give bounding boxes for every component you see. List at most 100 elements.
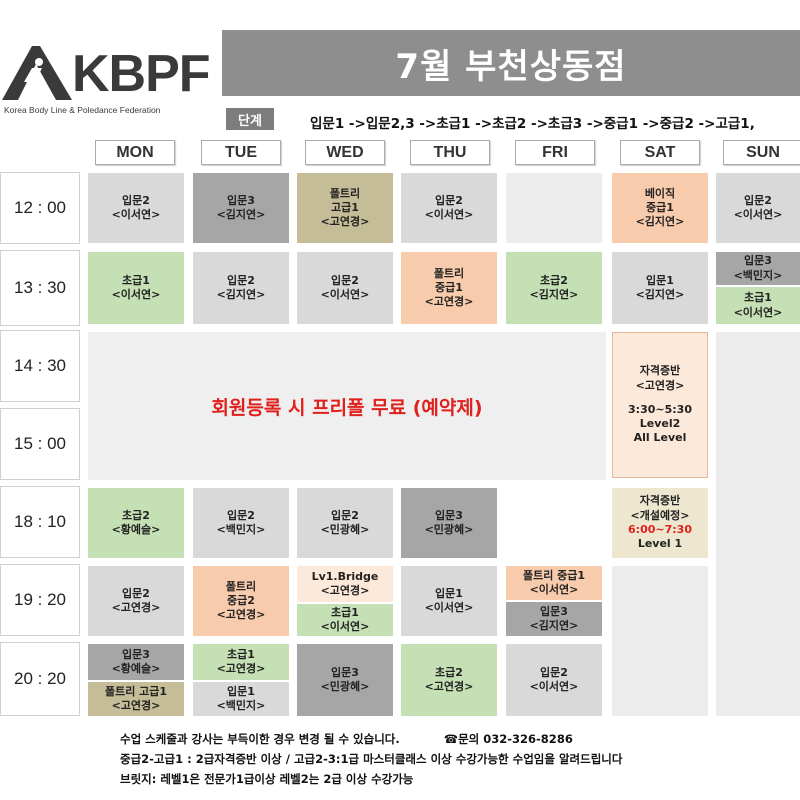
class-cell-fri-1920-a[interactable]: 폴트리 중급1 <이서연> [506,566,602,600]
class-cell-mon-1810[interactable]: 초급2 <황예슬> [88,488,184,558]
free-pole-notice: 회원등록 시 프리폴 무료 (예약제) [88,332,606,480]
class-cell-tue-2020-a[interactable]: 초급1 <고연경> [193,644,289,680]
class-cell-thu-1200[interactable]: 입문2 <이서연> [401,173,497,243]
class-cell-tue-2020-b[interactable]: 입문1 <백민지> [193,682,289,716]
class-cell-thu-1810[interactable]: 입문3 <민광혜> [401,488,497,558]
day-header-fri: FRI [515,140,595,165]
class-time: 6:00~7:30 [628,523,692,536]
empty-cell-sat-evening [612,566,708,716]
class-cell-thu-2020[interactable]: 초급2 <고연경> [401,644,497,716]
day-header-thu: THU [410,140,490,165]
class-cell-thu-1920[interactable]: 입문1 <이서연> [401,566,497,636]
class-cell-sat-certificate[interactable]: 자격증반 <고연경> 3:30~5:30 Level2 All Level [612,332,708,478]
instructor-name: <고연경> [216,608,266,622]
class-cell-mon-2020-a[interactable]: 입문3 <황예슬> [88,644,184,680]
instructor-name: <고연경> [111,601,161,614]
instructor-name: <백민지> [216,523,266,536]
class-name: 폴트리 고급1 [104,684,168,698]
pole-dancer-logo-icon [2,46,72,100]
level-path: 입문1 ->입문2,3 ->초급1 ->초급2 ->초급3 ->중급1 ->중급… [310,116,755,132]
class-name: 입문3 [122,647,150,661]
time-label: 12 : 00 [0,172,80,244]
class-cell-fri-1330[interactable]: 초급2 <김지연> [506,252,602,324]
class-name: 입문1 [227,684,255,698]
class-name: 입문2 [331,273,359,287]
class-cell-mon-2020-b[interactable]: 폴트리 고급1 <고연경> [88,682,184,716]
class-cell-tue-1200[interactable]: 입문3 <김지연> [193,173,289,243]
class-name: 입문3 [744,254,772,268]
class-level: 중급1 [646,200,674,214]
instructor-name: <김지연> [216,208,266,221]
class-cell-sun-1330-a[interactable]: 입문3 <백민지> [716,252,800,285]
instructor-name: <이서연> [733,305,783,319]
page-title: 7월 부천상동점 [395,46,627,87]
class-cell-thu-1330[interactable]: 폴트리 중급1 <고연경> [401,252,497,324]
instructor-name: <개설예정> [630,508,690,522]
class-cell-wed-1920-b[interactable]: 초급1 <이서연> [297,604,393,636]
class-cell-fri-2020[interactable]: 입문2 <이서연> [506,644,602,716]
class-cell-wed-1920-a[interactable]: Lv1.Bridge <고연경> [297,566,393,602]
class-cell-tue-1330[interactable]: 입문2 <김지연> [193,252,289,324]
footer-line-2: 중급2-고급1 : 2급자격증반 이상 / 고급2-3:1급 마스터클래스 이상… [120,752,623,766]
class-name: 폴트리 [433,266,465,280]
class-cell-wed-1330[interactable]: 입문2 <이서연> [297,252,393,324]
class-cell-sun-1330-b[interactable]: 초급1 <이서연> [716,287,800,324]
class-level-note: All Level [633,431,687,445]
class-cell-sat-1200[interactable]: 베이직 중급1 <김지연> [612,173,708,243]
instructor-name: <백민지> [733,268,783,282]
footer-line-3: 브릿지: 레벨1은 전문가1급이상 레벨2는 2급 이상 수강가능 [120,772,414,786]
class-name: 초급2 [540,273,568,287]
logo-wordmark: KBPF [72,45,211,103]
instructor-name: <고연경> [111,699,161,712]
class-cell-wed-2020[interactable]: 입문3 <민광혜> [297,644,393,716]
class-name: 입문3 [331,665,359,679]
instructor-name: <고연경> [635,378,685,392]
instructor-name: <김지연> [635,288,685,301]
instructor-name: <황예슬> [111,662,161,675]
class-name: 입문2 [435,193,463,207]
class-name: 초급1 [227,647,255,661]
instructor-name: <민광혜> [424,523,474,536]
class-name: 폴트리 [329,186,361,200]
schedule-change-note: 수업 스케줄과 강사는 부득이한 경우 변경 될 수 있습니다. [120,732,400,746]
class-name: 입문1 [646,273,674,287]
instructor-name: <이서연> [320,620,370,633]
level-tag: 단계 [226,108,274,130]
class-name: 초급1 [331,605,359,619]
class-cell-mon-1200[interactable]: 입문2 <이서연> [88,173,184,243]
class-cell-tue-1920[interactable]: 폴트리 중급2 <고연경> [193,566,289,636]
class-name: 입문3 [540,604,568,618]
instructor-name: <이서연> [111,208,161,221]
day-header-mon: MON [95,140,175,165]
day-header-wed: WED [305,140,385,165]
instructor-name: <이서연> [424,208,474,221]
class-cell-sat-1330[interactable]: 입문1 <김지연> [612,252,708,324]
instructor-name: <민광혜> [320,680,370,693]
class-name: 입문2 [122,193,150,207]
time-label: 20 : 20 [0,642,80,716]
class-name: 입문2 [122,586,150,600]
day-header-sun: SUN [723,140,800,165]
class-name: Lv1.Bridge [311,569,379,583]
class-name: 입문2 [227,508,255,522]
class-name: 입문2 [744,193,772,207]
instructor-name: <고연경> [216,662,266,675]
day-header-tue: TUE [201,140,281,165]
empty-cell-sun-evening [716,332,800,716]
class-cell-tue-1810[interactable]: 입문2 <백민지> [193,488,289,558]
class-name: 입문2 [331,508,359,522]
class-cell-mon-1330[interactable]: 초급1 <이서연> [88,252,184,324]
class-cell-sat-1810[interactable]: 자격증반 <개설예정> 6:00~7:30 Level 1 [612,488,708,558]
class-cell-mon-1920[interactable]: 입문2 <고연경> [88,566,184,636]
class-cell-wed-1810[interactable]: 입문2 <민광혜> [297,488,393,558]
class-cell-wed-1200[interactable]: 폴트리 고급1 <고연경> [297,173,393,243]
notice-text: 회원등록 시 프리폴 무료 (예약제) [211,396,483,419]
class-cell-fri-1920-b[interactable]: 입문3 <김지연> [506,602,602,636]
time-label: 14 : 30 [0,330,80,402]
time-label: 19 : 20 [0,564,80,636]
class-name: 입문1 [435,586,463,600]
day-header-sat: SAT [620,140,700,165]
instructor-name: <김지연> [529,619,579,632]
class-cell-sun-1200[interactable]: 입문2 <이서연> [716,173,800,243]
class-name: 폴트리 중급1 [522,568,586,582]
